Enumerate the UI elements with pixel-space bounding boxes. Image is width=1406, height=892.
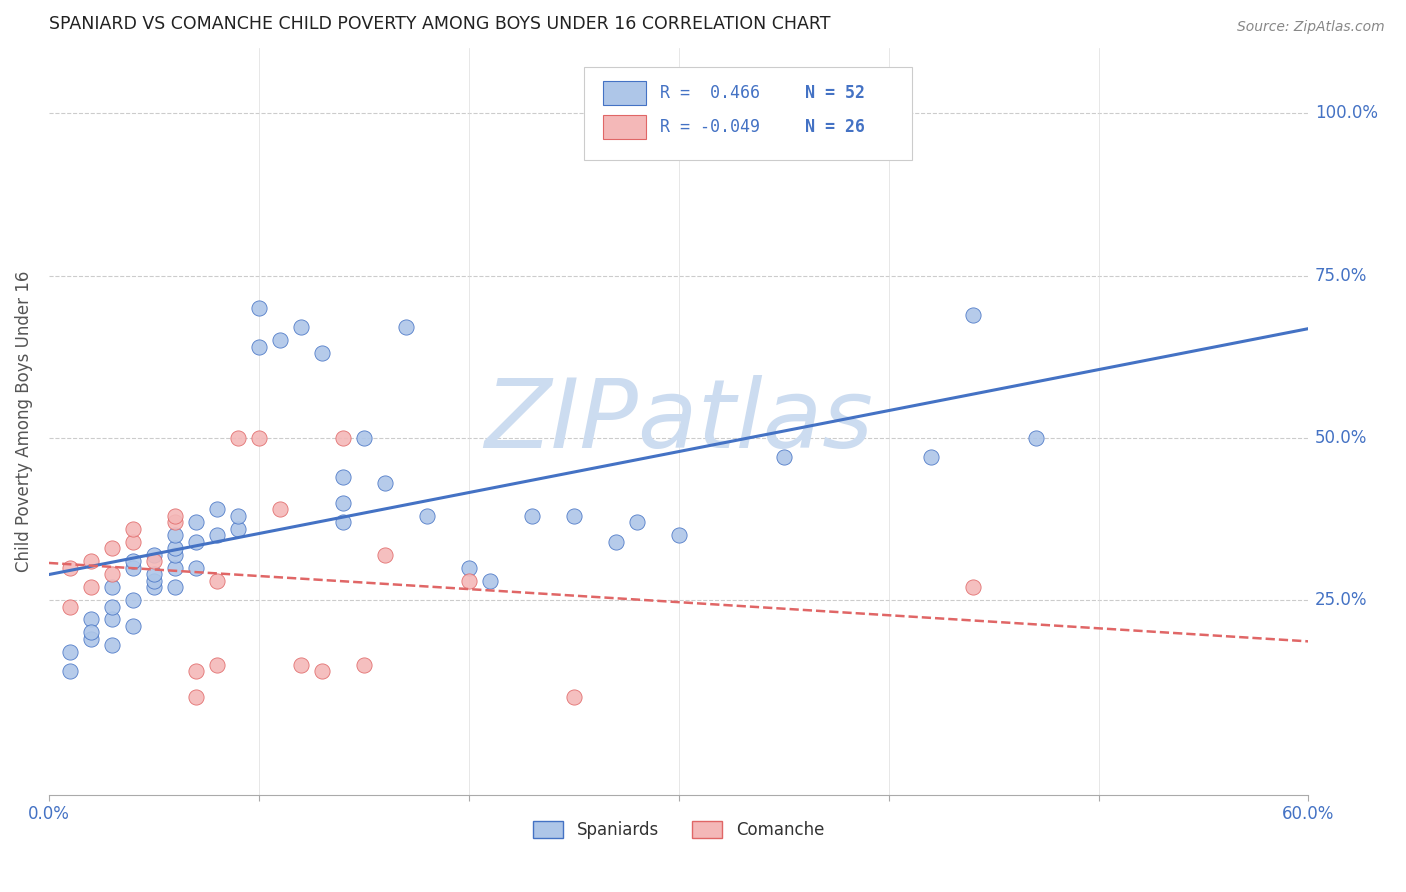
- Point: [920, 450, 942, 465]
- Point: [416, 508, 439, 523]
- Point: [668, 528, 690, 542]
- Point: [605, 534, 627, 549]
- Point: [374, 476, 396, 491]
- Point: [59, 560, 82, 574]
- FancyBboxPatch shape: [585, 67, 911, 161]
- Text: R = -0.049: R = -0.049: [659, 118, 759, 136]
- Point: [247, 340, 270, 354]
- Point: [1025, 431, 1047, 445]
- Point: [122, 522, 145, 536]
- Point: [205, 574, 228, 588]
- Point: [80, 554, 103, 568]
- Legend: Spaniards, Comanche: Spaniards, Comanche: [527, 814, 831, 847]
- Point: [395, 320, 418, 334]
- Point: [311, 346, 333, 360]
- Point: [59, 599, 82, 614]
- Point: [205, 528, 228, 542]
- Point: [205, 657, 228, 672]
- Point: [80, 632, 103, 646]
- Point: [520, 508, 543, 523]
- Text: 25.0%: 25.0%: [1315, 591, 1367, 609]
- Point: [332, 469, 354, 483]
- Point: [353, 431, 375, 445]
- Point: [290, 657, 312, 672]
- Point: [163, 508, 186, 523]
- Y-axis label: Child Poverty Among Boys Under 16: Child Poverty Among Boys Under 16: [15, 271, 32, 573]
- Point: [562, 690, 585, 705]
- Point: [332, 431, 354, 445]
- Text: N = 52: N = 52: [804, 84, 865, 103]
- Point: [374, 548, 396, 562]
- Point: [163, 528, 186, 542]
- Point: [478, 574, 501, 588]
- Point: [101, 639, 124, 653]
- Point: [142, 574, 165, 588]
- Point: [80, 613, 103, 627]
- Point: [122, 534, 145, 549]
- Point: [269, 502, 291, 516]
- Point: [226, 431, 249, 445]
- FancyBboxPatch shape: [603, 81, 645, 105]
- Point: [353, 657, 375, 672]
- Point: [226, 508, 249, 523]
- Text: 75.0%: 75.0%: [1315, 267, 1367, 285]
- Point: [457, 560, 479, 574]
- Point: [205, 502, 228, 516]
- Point: [101, 613, 124, 627]
- Text: 50.0%: 50.0%: [1315, 429, 1367, 447]
- Text: R =  0.466: R = 0.466: [659, 84, 759, 103]
- Point: [962, 308, 984, 322]
- Point: [163, 580, 186, 594]
- Point: [772, 450, 794, 465]
- Point: [247, 431, 270, 445]
- Point: [142, 580, 165, 594]
- Point: [562, 508, 585, 523]
- Text: 100.0%: 100.0%: [1315, 104, 1378, 122]
- Point: [101, 599, 124, 614]
- Point: [101, 567, 124, 582]
- Point: [122, 593, 145, 607]
- Point: [163, 541, 186, 555]
- Text: SPANIARD VS COMANCHE CHILD POVERTY AMONG BOYS UNDER 16 CORRELATION CHART: SPANIARD VS COMANCHE CHILD POVERTY AMONG…: [49, 15, 831, 33]
- FancyBboxPatch shape: [603, 115, 645, 139]
- Point: [101, 541, 124, 555]
- Point: [332, 496, 354, 510]
- Point: [142, 554, 165, 568]
- Point: [59, 665, 82, 679]
- Point: [142, 548, 165, 562]
- Point: [332, 515, 354, 529]
- Point: [184, 534, 207, 549]
- Point: [269, 334, 291, 348]
- Point: [163, 515, 186, 529]
- Point: [80, 625, 103, 640]
- Text: N = 26: N = 26: [804, 118, 865, 136]
- Point: [457, 574, 479, 588]
- Point: [122, 560, 145, 574]
- Point: [247, 301, 270, 315]
- Point: [184, 665, 207, 679]
- Point: [184, 690, 207, 705]
- Point: [163, 560, 186, 574]
- Point: [311, 665, 333, 679]
- Point: [101, 580, 124, 594]
- Point: [122, 554, 145, 568]
- Point: [184, 515, 207, 529]
- Point: [290, 320, 312, 334]
- Text: ZIPatlas: ZIPatlas: [484, 375, 873, 468]
- Point: [226, 522, 249, 536]
- Point: [626, 515, 648, 529]
- Point: [962, 580, 984, 594]
- Point: [80, 580, 103, 594]
- Point: [142, 567, 165, 582]
- Point: [163, 548, 186, 562]
- Point: [59, 645, 82, 659]
- Point: [184, 560, 207, 574]
- Point: [122, 619, 145, 633]
- Text: Source: ZipAtlas.com: Source: ZipAtlas.com: [1237, 20, 1385, 34]
